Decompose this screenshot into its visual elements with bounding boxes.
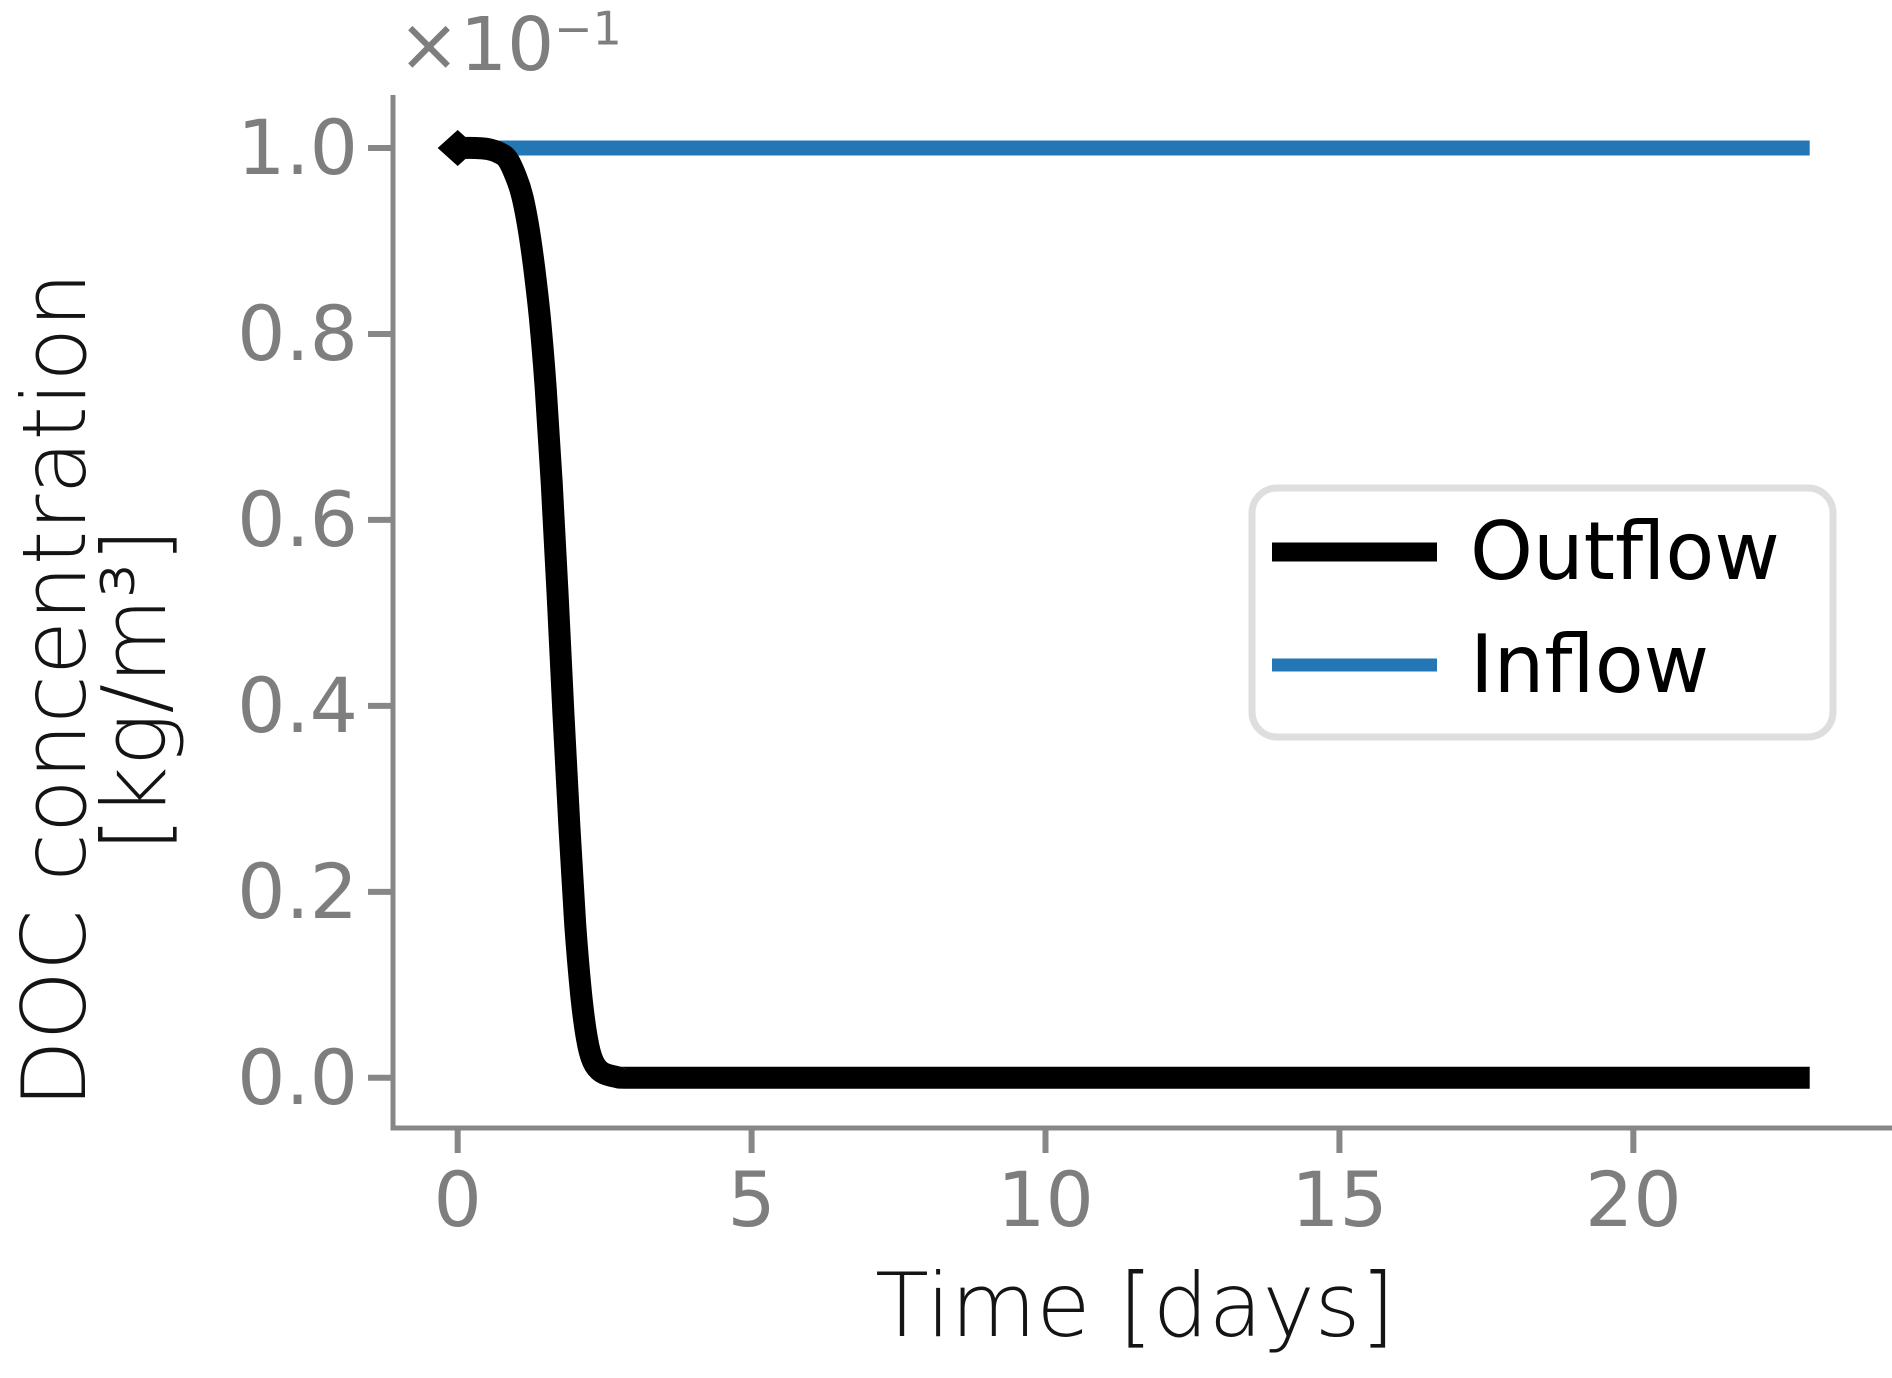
y-tick-label: 1.0 [237, 102, 358, 192]
legend-label-inflow: Inflow [1470, 618, 1710, 711]
x-axis-label: Time [days] [875, 1254, 1395, 1357]
x-tick-label: 0 [433, 1155, 482, 1244]
outflow-line [457, 136, 1810, 1089]
x-tick-label: 10 [997, 1155, 1094, 1244]
legend-label-outflow: Outflow [1470, 505, 1780, 598]
y-axis-offset-text: ×10−1 [398, 5, 622, 82]
y-axis-label-line-2: [kg/m³] [83, 528, 186, 852]
outflow-start-marker [437, 129, 478, 166]
y-tick-label: 0.2 [237, 846, 358, 936]
y-axis-label: DOC concentration [kg/m³] [3, 140, 186, 1240]
y-tick-label: 0.6 [237, 474, 358, 564]
y-tick-label: 0.8 [237, 288, 358, 378]
x-tick-label: 5 [727, 1155, 776, 1244]
offset-exponent: −1 [554, 1, 622, 56]
x-tick-label: 20 [1584, 1155, 1682, 1244]
y-tick-label: 0.4 [237, 660, 358, 750]
y-tick-label: 0.0 [237, 1032, 358, 1122]
x-tick-label: 15 [1291, 1155, 1388, 1244]
offset-base: ×10 [398, 2, 555, 88]
